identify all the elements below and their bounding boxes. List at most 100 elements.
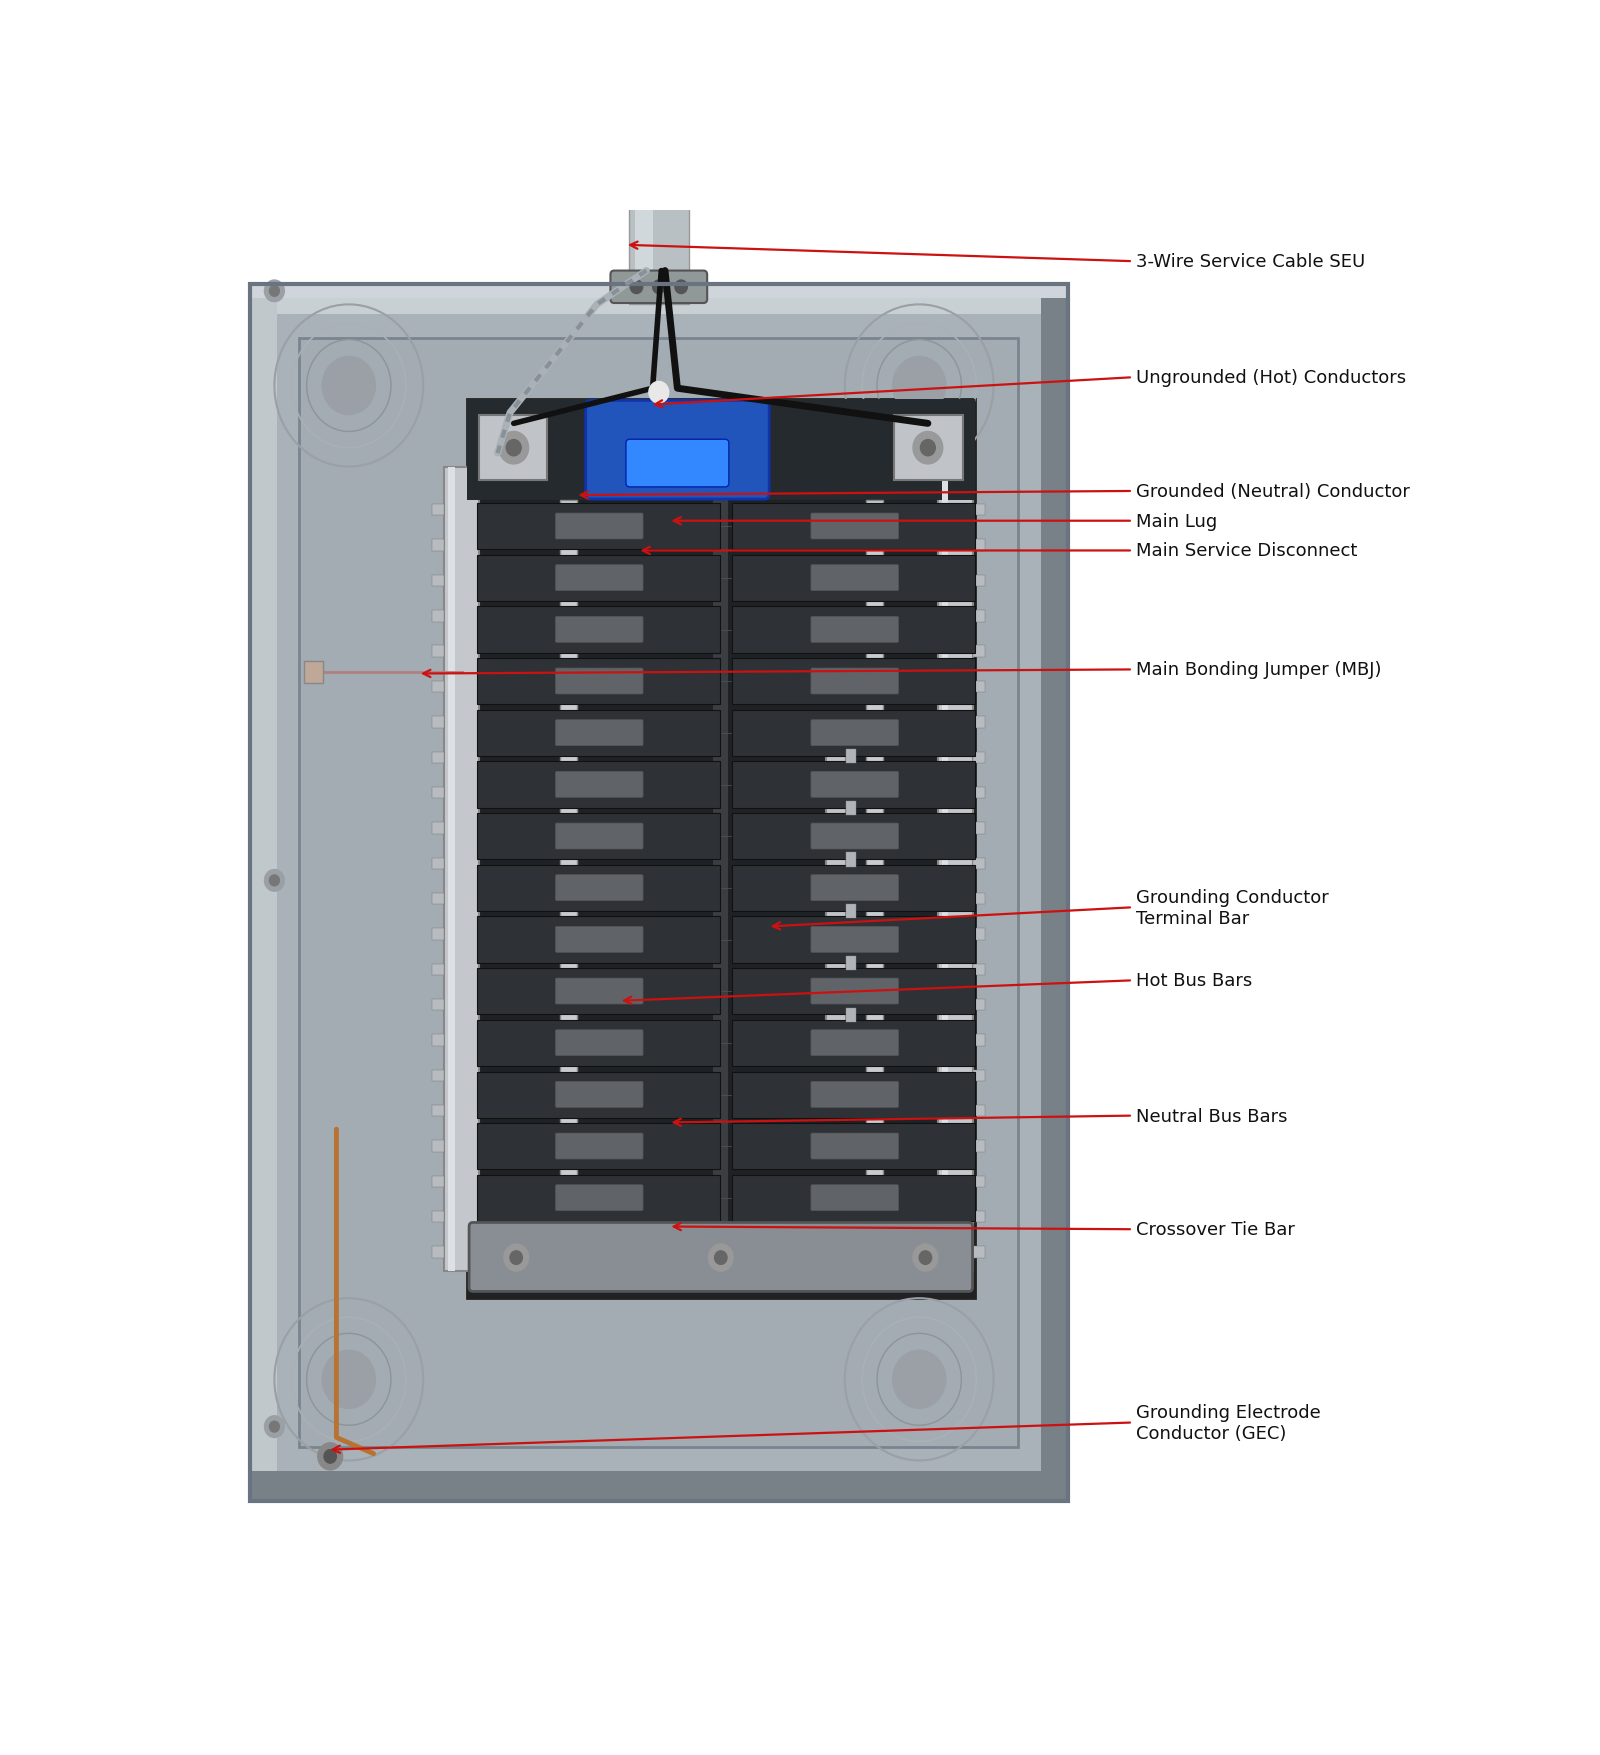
Bar: [973, 716, 986, 728]
FancyBboxPatch shape: [731, 1020, 974, 1067]
Bar: [938, 467, 973, 1271]
FancyBboxPatch shape: [811, 823, 899, 849]
Bar: [973, 1071, 986, 1081]
FancyBboxPatch shape: [731, 1176, 974, 1221]
Circle shape: [323, 1450, 336, 1464]
Bar: [432, 858, 445, 869]
FancyBboxPatch shape: [731, 762, 974, 809]
Text: Grounding Conductor
Terminal Bar: Grounding Conductor Terminal Bar: [1136, 888, 1330, 927]
Bar: [846, 827, 856, 841]
Bar: [973, 611, 986, 623]
FancyBboxPatch shape: [626, 441, 730, 488]
Circle shape: [318, 1443, 342, 1471]
Bar: [432, 646, 445, 658]
Bar: [941, 467, 949, 1271]
Bar: [846, 800, 856, 816]
FancyBboxPatch shape: [811, 927, 899, 953]
Text: Grounding Electrode
Conductor (GEC): Grounding Electrode Conductor (GEC): [1136, 1404, 1322, 1443]
Bar: [445, 467, 478, 1271]
Bar: [973, 1106, 986, 1116]
Circle shape: [920, 441, 936, 456]
Bar: [432, 963, 445, 976]
FancyBboxPatch shape: [811, 618, 899, 642]
FancyBboxPatch shape: [555, 1030, 643, 1057]
Bar: [846, 983, 856, 997]
FancyBboxPatch shape: [555, 823, 643, 849]
Text: Grounded (Neutral) Conductor: Grounded (Neutral) Conductor: [1136, 483, 1410, 500]
FancyBboxPatch shape: [304, 662, 323, 684]
FancyBboxPatch shape: [477, 1072, 720, 1118]
Bar: [432, 681, 445, 693]
Bar: [846, 749, 856, 763]
Circle shape: [918, 1251, 931, 1265]
Circle shape: [650, 383, 669, 404]
Bar: [432, 576, 445, 586]
Bar: [846, 956, 856, 971]
FancyBboxPatch shape: [894, 416, 963, 481]
Bar: [635, 184, 653, 305]
Bar: [467, 400, 974, 502]
FancyBboxPatch shape: [731, 1072, 974, 1118]
Bar: [432, 505, 445, 516]
Bar: [846, 776, 856, 790]
Circle shape: [653, 281, 666, 295]
Bar: [973, 928, 986, 941]
Bar: [973, 1246, 986, 1258]
Bar: [973, 1035, 986, 1046]
FancyBboxPatch shape: [811, 565, 899, 591]
FancyBboxPatch shape: [555, 565, 643, 591]
Text: Ungrounded (Hot) Conductors: Ungrounded (Hot) Conductors: [1136, 369, 1406, 388]
Bar: [846, 1034, 856, 1048]
Bar: [973, 893, 986, 906]
Bar: [432, 611, 445, 623]
FancyBboxPatch shape: [477, 556, 720, 602]
FancyBboxPatch shape: [555, 669, 643, 695]
FancyBboxPatch shape: [811, 1134, 899, 1160]
FancyBboxPatch shape: [811, 979, 899, 1004]
FancyBboxPatch shape: [477, 969, 720, 1014]
Bar: [432, 753, 445, 763]
Bar: [432, 1246, 445, 1258]
Bar: [973, 823, 986, 834]
Text: Neutral Bus Bars: Neutral Bus Bars: [1136, 1107, 1288, 1125]
FancyBboxPatch shape: [477, 916, 720, 963]
FancyBboxPatch shape: [731, 504, 974, 549]
Circle shape: [264, 870, 285, 892]
Bar: [846, 879, 856, 893]
Text: Main Lug: Main Lug: [1136, 512, 1218, 530]
FancyBboxPatch shape: [467, 400, 974, 1299]
FancyBboxPatch shape: [478, 416, 547, 481]
Bar: [432, 788, 445, 799]
Bar: [973, 999, 986, 1011]
Circle shape: [264, 1416, 285, 1437]
Bar: [973, 788, 986, 799]
Bar: [714, 502, 728, 1225]
FancyBboxPatch shape: [477, 504, 720, 549]
Circle shape: [675, 281, 688, 295]
FancyBboxPatch shape: [555, 1081, 643, 1107]
FancyBboxPatch shape: [477, 1176, 720, 1221]
Bar: [432, 1035, 445, 1046]
FancyBboxPatch shape: [811, 1185, 899, 1211]
Bar: [432, 541, 445, 551]
Circle shape: [510, 1251, 523, 1265]
FancyBboxPatch shape: [555, 514, 643, 541]
FancyBboxPatch shape: [477, 865, 720, 911]
FancyBboxPatch shape: [477, 607, 720, 653]
FancyBboxPatch shape: [555, 1134, 643, 1160]
FancyBboxPatch shape: [811, 1081, 899, 1107]
FancyBboxPatch shape: [555, 876, 643, 900]
Text: Crossover Tie Bar: Crossover Tie Bar: [1136, 1220, 1294, 1239]
Circle shape: [891, 1350, 947, 1409]
Bar: [629, 184, 688, 305]
Text: Main Service Disconnect: Main Service Disconnect: [1136, 542, 1357, 560]
Bar: [973, 858, 986, 869]
FancyBboxPatch shape: [811, 1030, 899, 1057]
Bar: [432, 1071, 445, 1081]
Circle shape: [715, 1251, 726, 1265]
Text: Hot Bus Bars: Hot Bus Bars: [1136, 972, 1253, 990]
Bar: [560, 502, 578, 1225]
FancyBboxPatch shape: [731, 1123, 974, 1171]
Bar: [846, 1009, 856, 1023]
FancyBboxPatch shape: [555, 772, 643, 799]
